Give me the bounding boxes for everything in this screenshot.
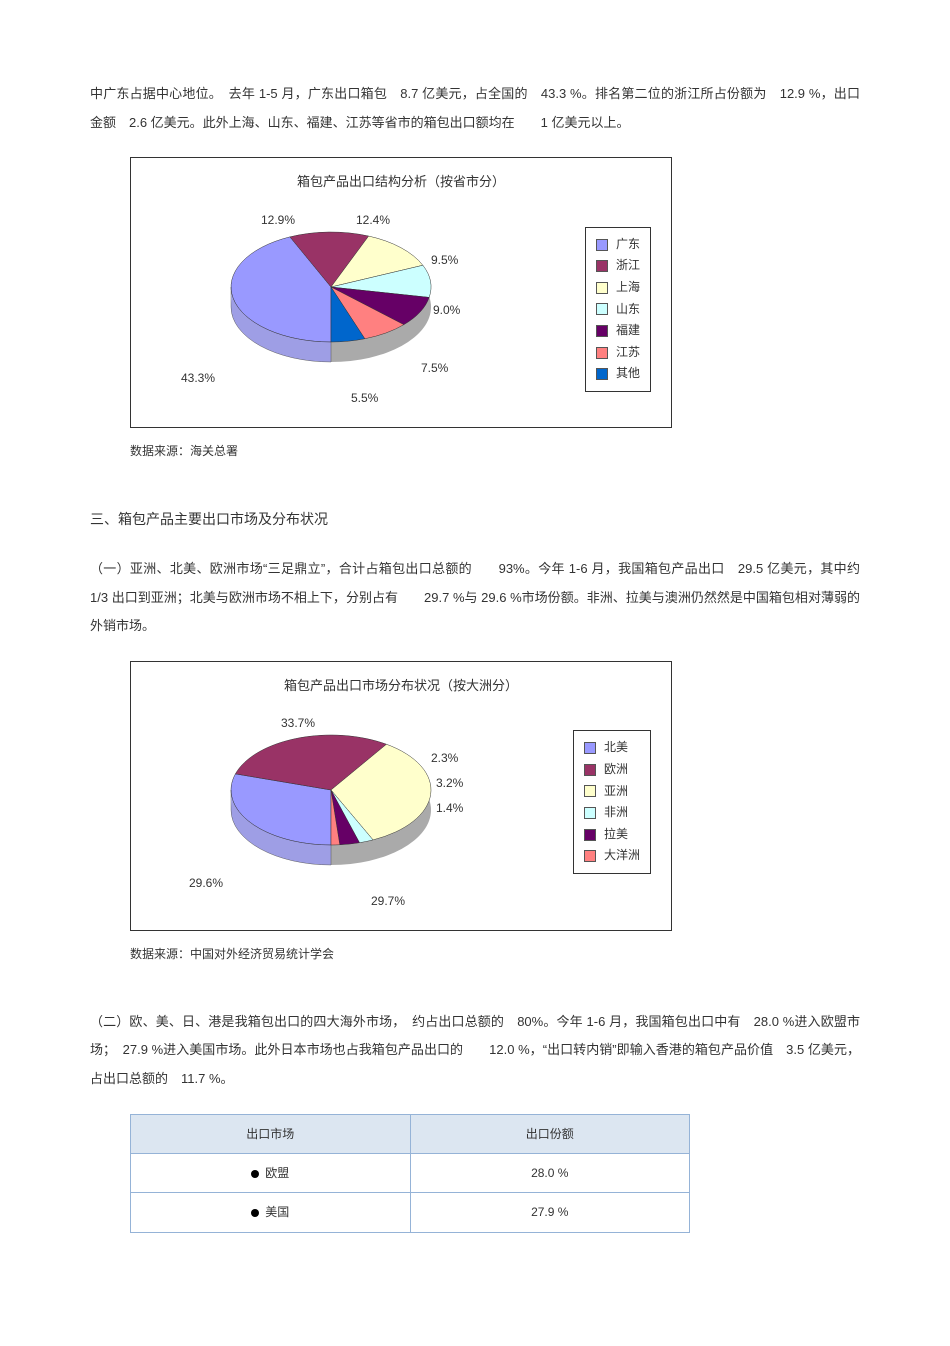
cell-share: 27.9 % (410, 1193, 690, 1232)
legend-label: 山东 (616, 299, 640, 321)
legend-swatch (596, 347, 608, 359)
legend-label: 欧洲 (604, 759, 628, 781)
chart2-source: 数据来源：中国对外经济贸易统计学会 (130, 941, 860, 967)
legend-swatch (584, 850, 596, 862)
legend-swatch (596, 325, 608, 337)
legend-swatch (584, 785, 596, 797)
legend-item: 浙江 (596, 255, 640, 277)
cell-market: 欧盟 (131, 1153, 411, 1192)
chart1-source: 数据来源：海关总署 (130, 438, 860, 464)
th-market: 出口市场 (131, 1114, 411, 1153)
legend-label: 浙江 (616, 255, 640, 277)
legend-swatch (596, 368, 608, 380)
legend-swatch (584, 764, 596, 776)
cell-market: 美国 (131, 1193, 411, 1232)
section-3-heading: 三、箱包产品主要出口市场及分布状况 (90, 504, 860, 535)
legend-label: 大洋洲 (604, 845, 640, 867)
legend-item: 欧洲 (584, 759, 640, 781)
legend-swatch (596, 303, 608, 315)
legend-item: 北美 (584, 737, 640, 759)
table-row: 美国27.9 % (131, 1193, 690, 1232)
legend-item: 山东 (596, 299, 640, 321)
legend-swatch (596, 239, 608, 251)
legend-item: 广东 (596, 234, 640, 256)
pie-pct-label: 12.4% (356, 207, 390, 233)
pie-pct-label: 29.7% (371, 888, 405, 914)
legend-swatch (584, 829, 596, 841)
legend-item: 其他 (596, 363, 640, 385)
legend-swatch (596, 260, 608, 272)
cell-share: 28.0 % (410, 1153, 690, 1192)
table-row: 欧盟28.0 % (131, 1153, 690, 1192)
chart1-legend: 广东浙江上海山东福建江苏其他 (585, 227, 651, 392)
legend-item: 非洲 (584, 802, 640, 824)
th-share: 出口份额 (410, 1114, 690, 1153)
legend-item: 上海 (596, 277, 640, 299)
pie-pct-label: 5.5% (351, 385, 378, 411)
province-pie-chart: 箱包产品出口结构分析（按省市分） 广东浙江上海山东福建江苏其他 43.3% 12.… (130, 157, 672, 428)
legend-item: 亚洲 (584, 781, 640, 803)
legend-swatch (584, 742, 596, 754)
bullet-icon (251, 1170, 259, 1178)
section-3-para-2: （二）欧、美、日、港是我箱包出口的四大海外市场， 约占出口总额的 80%。今年 … (90, 1008, 860, 1094)
legend-label: 北美 (604, 737, 628, 759)
bullet-icon (251, 1209, 259, 1217)
legend-label: 上海 (616, 277, 640, 299)
legend-item: 拉美 (584, 824, 640, 846)
legend-label: 其他 (616, 363, 640, 385)
pie-pct-label: 9.0% (433, 297, 460, 323)
pie-pct-label: 3.2% (436, 770, 463, 796)
legend-swatch (596, 282, 608, 294)
legend-item: 福建 (596, 320, 640, 342)
pie-pct-label: 1.4% (436, 795, 463, 821)
legend-label: 江苏 (616, 342, 640, 364)
pie-pct-label: 7.5% (421, 355, 448, 381)
legend-label: 亚洲 (604, 781, 628, 803)
legend-label: 福建 (616, 320, 640, 342)
export-market-table: 出口市场 出口份额 欧盟28.0 %美国27.9 % (130, 1114, 690, 1233)
pie-pct-label: 43.3% (181, 365, 215, 391)
legend-swatch (584, 807, 596, 819)
intro-paragraph: 中广东占据中心地位。 去年 1-5 月，广东出口箱包 8.7 亿美元，占全国的 … (90, 80, 860, 137)
pie-pct-label: 33.7% (281, 710, 315, 736)
legend-label: 拉美 (604, 824, 628, 846)
legend-label: 广东 (616, 234, 640, 256)
pie-pct-label: 9.5% (431, 247, 458, 273)
pie-pct-label: 12.9% (261, 207, 295, 233)
legend-item: 大洋洲 (584, 845, 640, 867)
legend-item: 江苏 (596, 342, 640, 364)
continent-pie-chart: 箱包产品出口市场分布状况（按大洲分） 北美欧洲亚洲非洲拉美大洋洲 29.7% 29… (130, 661, 672, 932)
chart1-title: 箱包产品出口结构分析（按省市分） (131, 168, 671, 207)
chart2-legend: 北美欧洲亚洲非洲拉美大洋洲 (573, 730, 651, 874)
legend-label: 非洲 (604, 802, 628, 824)
pie-pct-label: 2.3% (431, 745, 458, 771)
pie-pct-label: 29.6% (189, 870, 223, 896)
section-3-para-1: （一）亚洲、北美、欧洲市场“三足鼎立”，合计占箱包出口总额的 93%。今年 1-… (90, 555, 860, 641)
table-header-row: 出口市场 出口份额 (131, 1114, 690, 1153)
chart2-title: 箱包产品出口市场分布状况（按大洲分） (131, 672, 671, 711)
